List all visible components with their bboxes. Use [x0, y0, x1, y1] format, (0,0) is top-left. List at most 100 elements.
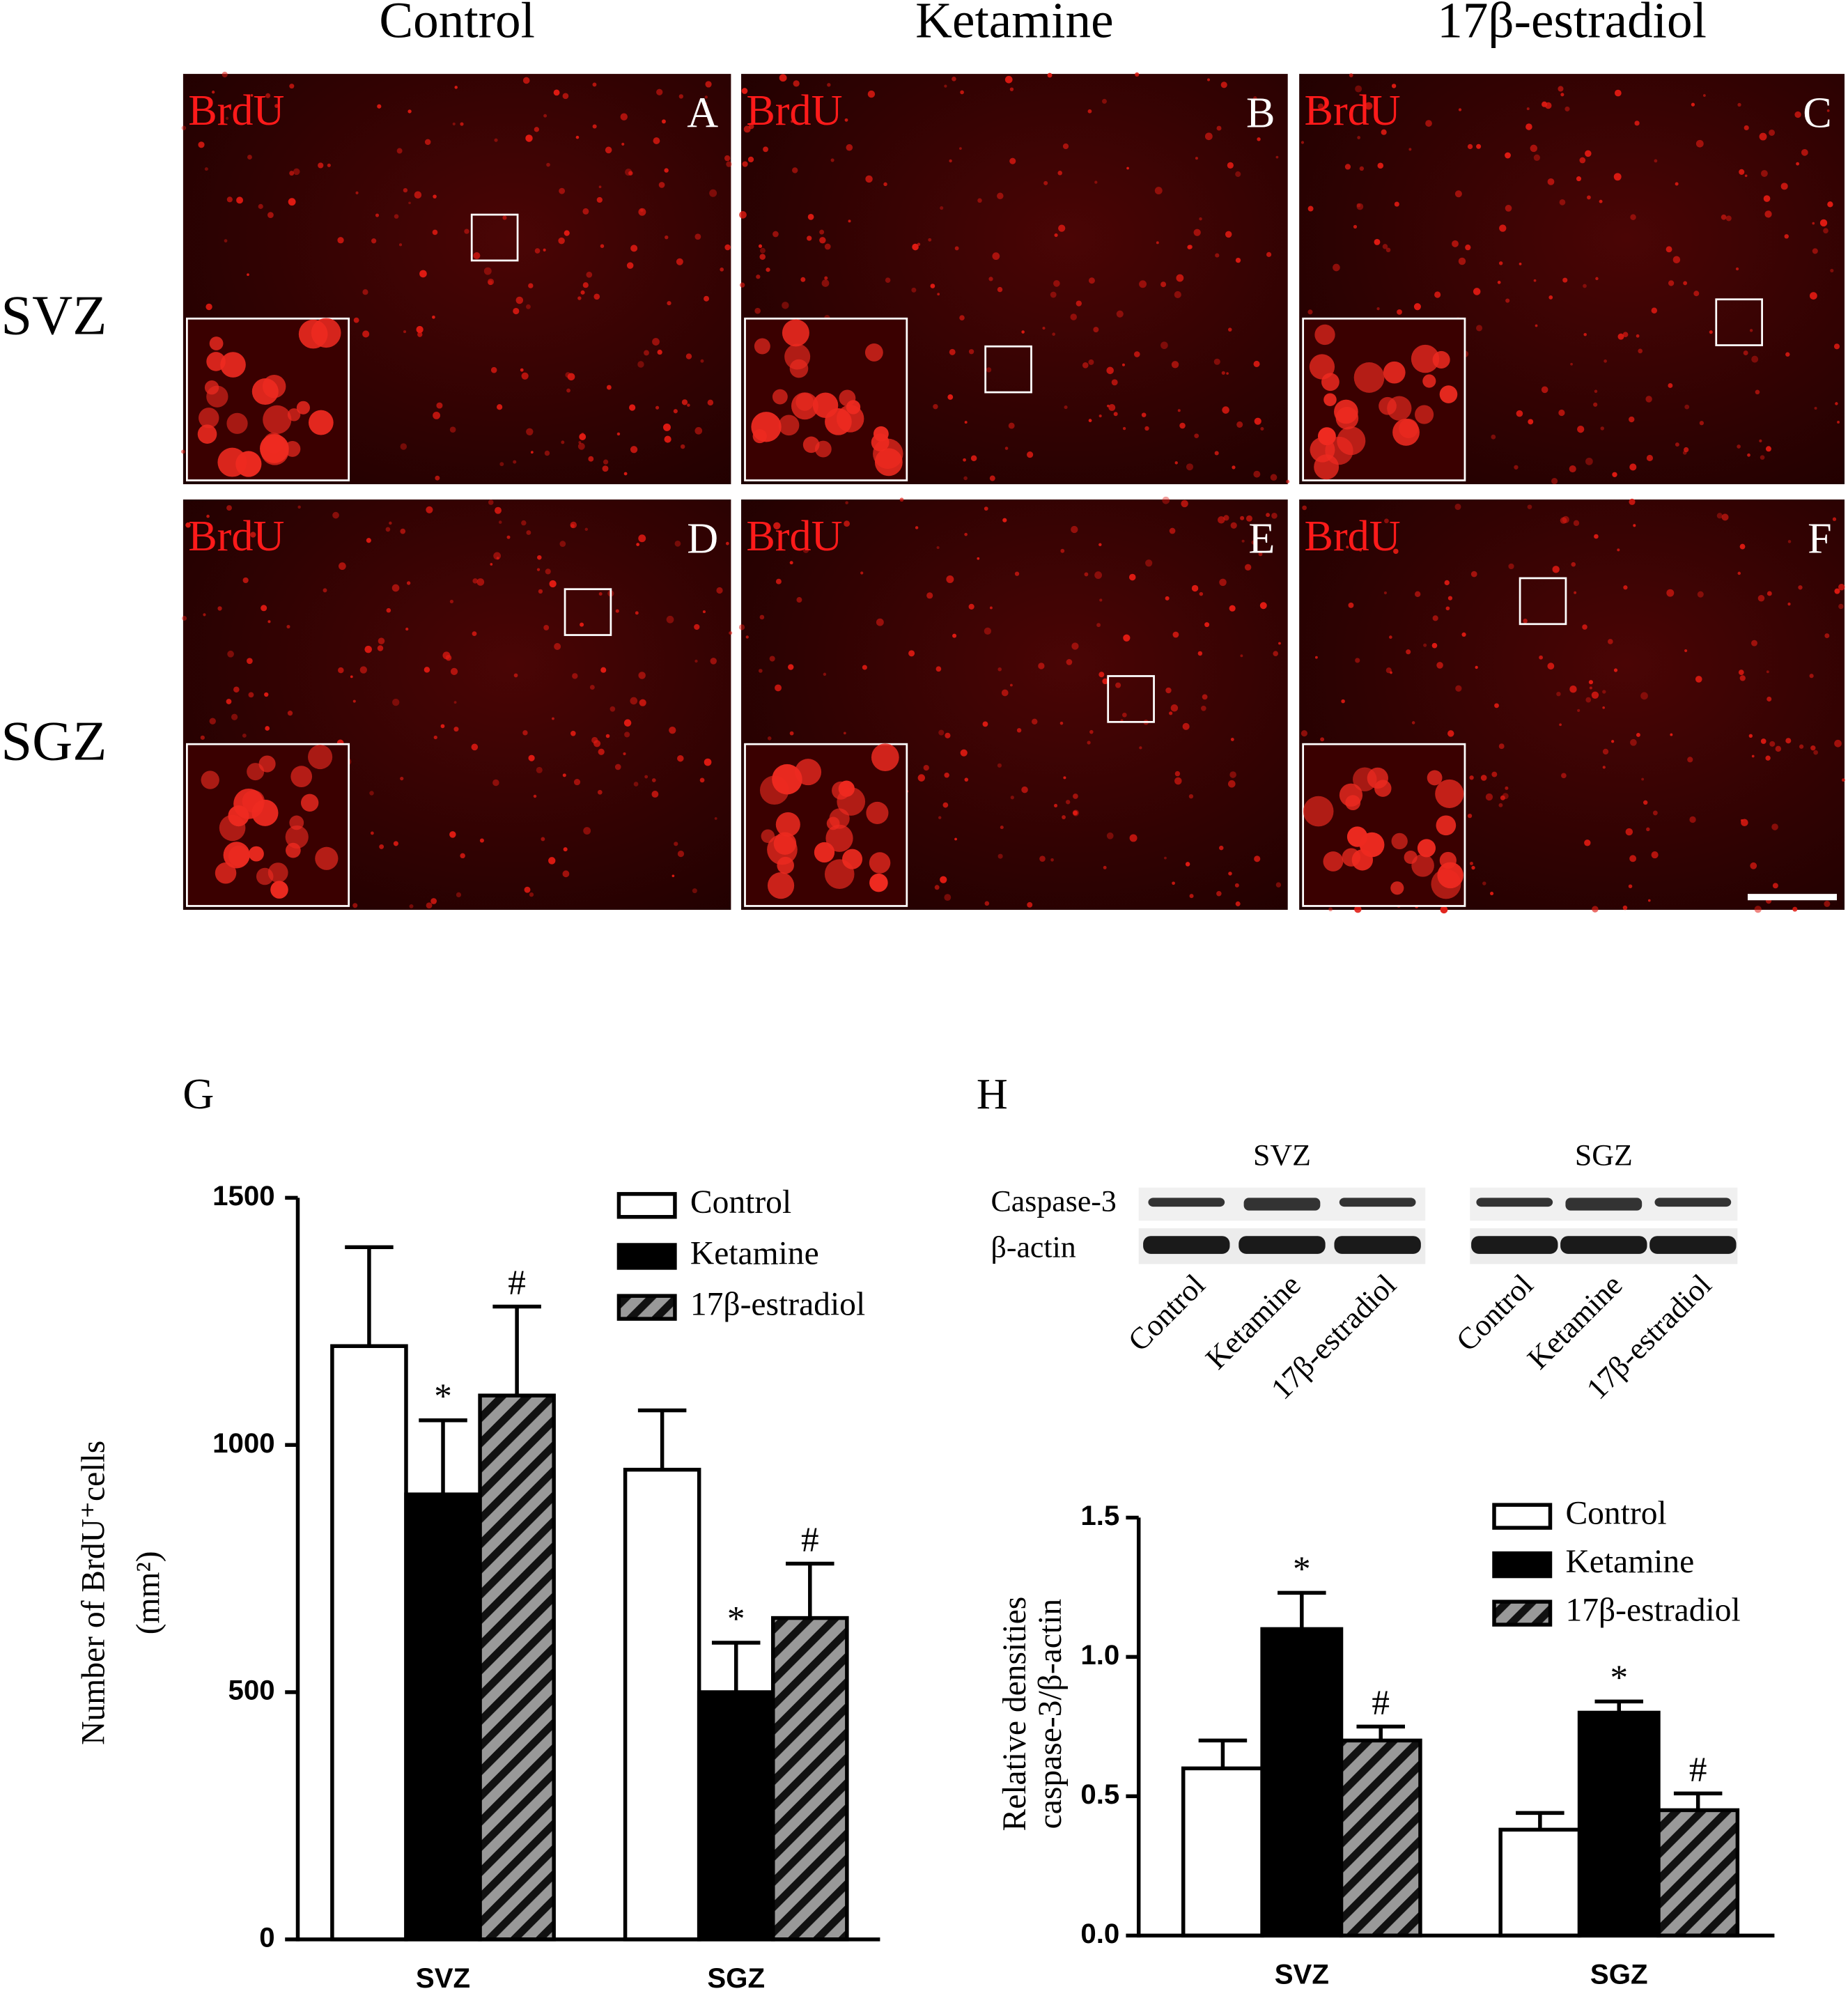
cell-dot — [694, 624, 700, 630]
cell-dot — [716, 587, 723, 594]
cell-dot — [1599, 199, 1603, 203]
cell-dot — [589, 685, 595, 690]
micrograph: BrdU F — [1299, 498, 1845, 914]
cell-dot — [1202, 694, 1208, 700]
cell-dot — [1193, 229, 1201, 236]
cell-dot — [1548, 295, 1553, 300]
cell-dot — [386, 607, 391, 613]
cell-dot — [1471, 865, 1475, 870]
cell-dot — [426, 902, 433, 909]
cell-dot — [964, 532, 968, 536]
cell-dot — [1050, 291, 1057, 298]
bar — [623, 1467, 701, 1942]
cell-dot — [1346, 545, 1349, 549]
cell-dot — [1001, 689, 1009, 697]
cell-dot — [1763, 195, 1771, 202]
bar — [1498, 1827, 1582, 1938]
legend-label: Ketamine — [690, 1235, 819, 1271]
cell-dot — [666, 615, 674, 624]
inset-cell — [215, 862, 237, 884]
cell-dot — [1751, 640, 1757, 646]
bar — [1656, 1808, 1740, 1938]
cell-dot — [1066, 659, 1073, 665]
cell-dot — [396, 148, 403, 154]
cell-dot — [1344, 164, 1351, 170]
cell-dot — [946, 575, 954, 583]
cell-dot — [1254, 855, 1261, 862]
cell-dot — [1216, 125, 1222, 131]
cell-dot — [1356, 203, 1364, 210]
cell-dot — [656, 88, 663, 95]
cell-dot — [657, 349, 662, 355]
cell-dot — [430, 898, 437, 904]
cell-dot — [1465, 245, 1471, 251]
cell-dot — [694, 659, 698, 663]
inset-cell — [772, 389, 788, 405]
inset-cell — [1353, 362, 1385, 393]
inset-cell — [1422, 374, 1436, 388]
cell-dot — [521, 372, 529, 380]
inset-cell — [1303, 796, 1334, 827]
cell-dot — [636, 543, 640, 546]
cell-dot — [1413, 303, 1421, 311]
cell-dot — [959, 315, 965, 321]
cell-dot — [1348, 602, 1354, 608]
cell-dot — [1169, 527, 1176, 534]
cell-dot — [740, 282, 745, 288]
cell-dot — [364, 645, 372, 653]
cell-dot — [1810, 745, 1816, 751]
cell-dot — [1156, 241, 1159, 245]
cell-dot — [1490, 892, 1494, 896]
cell-dot — [181, 125, 187, 131]
cell-dot — [792, 167, 798, 173]
cell-dot — [1760, 170, 1768, 177]
cell-dot — [1652, 810, 1658, 816]
cell-dot — [1687, 757, 1693, 763]
cell-dot — [1697, 591, 1704, 598]
cell-dot — [1039, 855, 1046, 862]
cell-dot — [490, 563, 493, 566]
cell-dot — [1271, 513, 1278, 519]
cell-dot — [782, 302, 789, 309]
x-tick-label: SGZ — [1590, 1959, 1648, 1990]
cell-dot — [899, 497, 904, 502]
column-title: Ketamine — [915, 0, 1113, 48]
cell-dot — [1614, 89, 1622, 97]
cell-dot — [1411, 721, 1415, 725]
cell-dot — [997, 192, 1004, 200]
stain-label: BrdU — [1304, 513, 1400, 560]
cell-dot — [559, 187, 566, 194]
cell-dot — [1016, 728, 1022, 733]
significance-mark: # — [1689, 1750, 1707, 1790]
cell-dot — [1832, 517, 1837, 521]
cell-dot — [247, 155, 252, 160]
cell-dot — [479, 838, 484, 843]
cell-dot — [1623, 585, 1628, 590]
cell-dot — [453, 727, 459, 732]
cell-dot — [408, 201, 411, 205]
cell-dot — [185, 522, 191, 528]
cell-dot — [1059, 721, 1064, 725]
cell-dot — [1423, 643, 1427, 647]
cell-dot — [1558, 409, 1565, 417]
inset-cell — [219, 814, 246, 842]
cell-dot — [968, 349, 975, 355]
cell-dot — [1204, 132, 1213, 141]
y-axis-label: (mm²) — [130, 1551, 166, 1634]
blot-region: SGZ — [1575, 1139, 1633, 1172]
cell-dot — [274, 104, 279, 108]
cell-dot — [1174, 291, 1181, 299]
cell-dot — [673, 409, 678, 414]
cell-dot — [1672, 256, 1681, 263]
cell-dot — [944, 772, 949, 778]
bar — [330, 1344, 408, 1942]
cell-dot — [1355, 658, 1360, 663]
cell-dot — [1050, 858, 1054, 862]
column-title: Control — [379, 0, 535, 48]
cell-dot — [1809, 674, 1814, 679]
cell-dot — [1611, 740, 1615, 743]
cell-dot — [982, 721, 988, 727]
cell-dot — [1482, 881, 1486, 885]
cell-dot — [1583, 284, 1587, 288]
cell-dot — [633, 782, 639, 787]
